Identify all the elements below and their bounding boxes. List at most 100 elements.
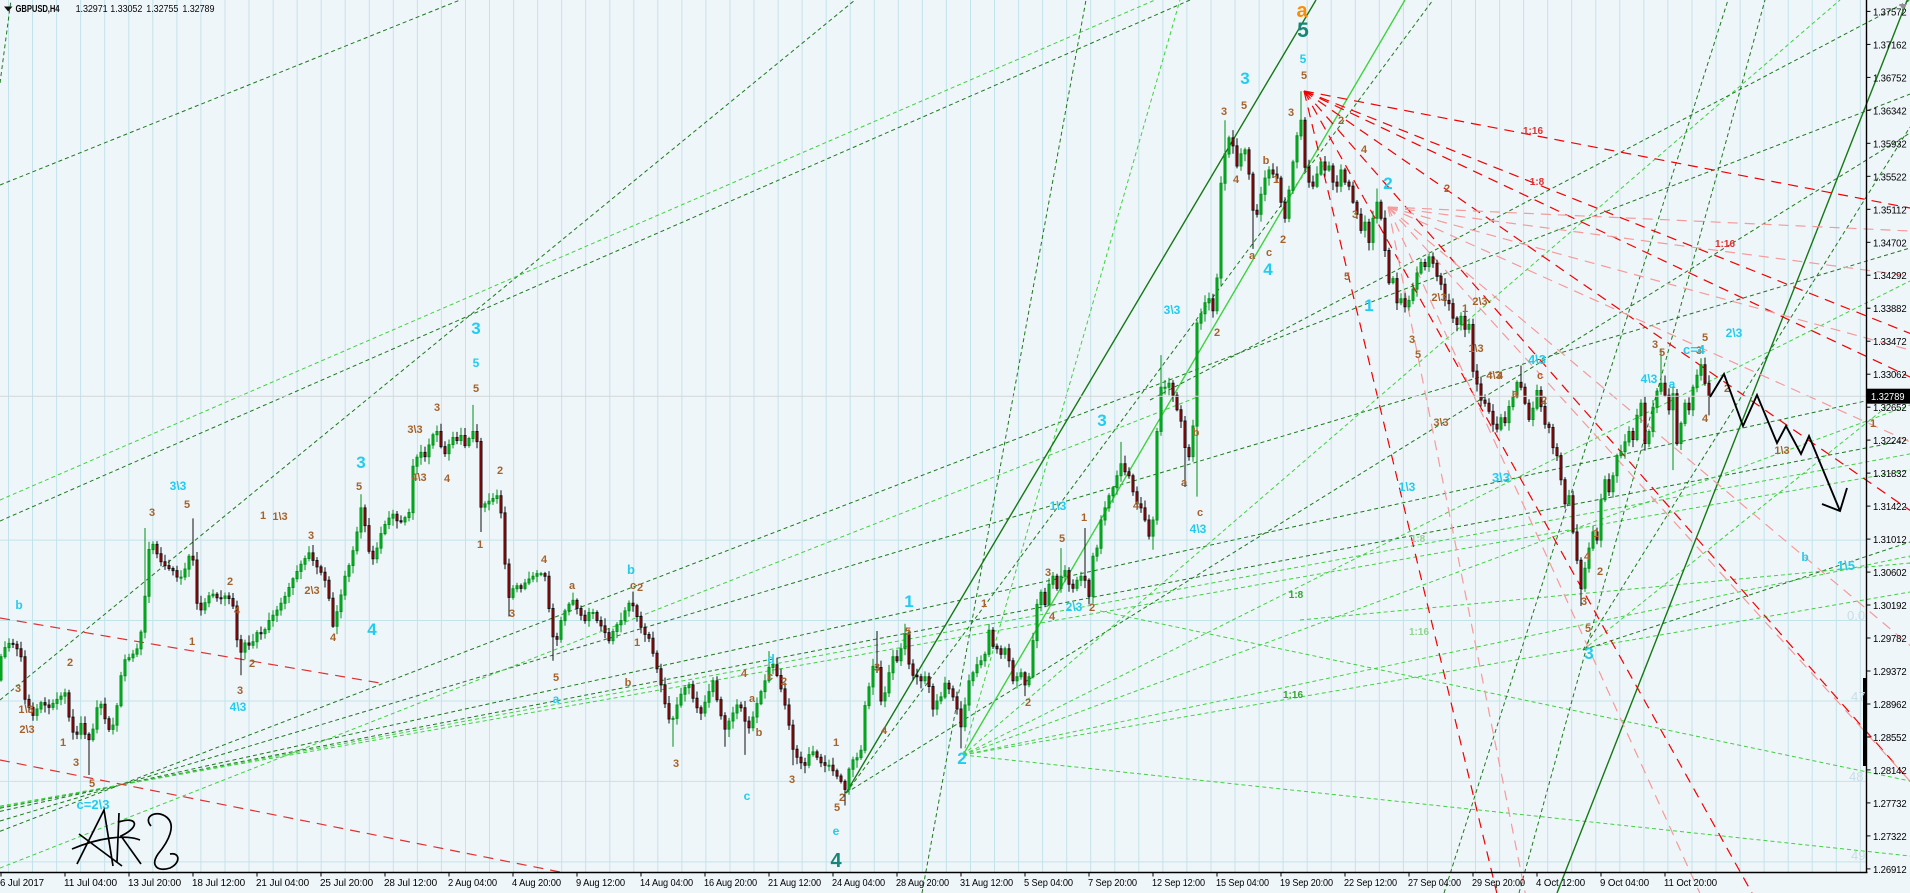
svg-text:4: 4 (1584, 551, 1591, 563)
svg-text:1.27322: 1.27322 (1873, 832, 1907, 843)
svg-text:27 Sep 04:00: 27 Sep 04:00 (1408, 878, 1461, 889)
svg-text:4: 4 (541, 554, 548, 566)
svg-text:1.34292: 1.34292 (1873, 271, 1907, 282)
svg-text:2 Aug 04:00: 2 Aug 04:00 (448, 878, 497, 889)
svg-text:1.30192: 1.30192 (1873, 601, 1907, 612)
svg-text:1\5: 1\5 (1837, 558, 1855, 573)
svg-text:49: 49 (1851, 848, 1865, 863)
svg-text:2: 2 (839, 792, 845, 804)
svg-text:1:8: 1:8 (1411, 534, 1426, 545)
svg-text:a: a (1669, 377, 1676, 391)
svg-text:1: 1 (1273, 174, 1279, 186)
svg-text:15 Sep 04:00: 15 Sep 04:00 (1216, 878, 1269, 889)
svg-text:1: 1 (1081, 512, 1087, 524)
svg-text:1.31832: 1.31832 (1873, 469, 1907, 480)
svg-text:GBPUSD,H4: GBPUSD,H4 (16, 4, 60, 15)
svg-text:2: 2 (1444, 183, 1450, 195)
svg-text:5: 5 (1415, 349, 1421, 361)
svg-text:1\3: 1\3 (1468, 343, 1483, 355)
svg-text:5: 5 (834, 802, 840, 814)
svg-text:1:16: 1:16 (1283, 690, 1303, 701)
svg-text:3\3: 3\3 (1492, 470, 1510, 485)
svg-text:2: 2 (1025, 697, 1031, 709)
svg-text:3: 3 (471, 319, 480, 338)
svg-text:2: 2 (1089, 602, 1095, 614)
svg-text:1.32242: 1.32242 (1873, 436, 1907, 447)
svg-text:4: 4 (1497, 370, 1504, 382)
svg-text:3: 3 (237, 685, 243, 697)
svg-text:5: 5 (905, 626, 911, 638)
svg-text:1.33882: 1.33882 (1873, 304, 1907, 315)
svg-text:2: 2 (1383, 174, 1392, 193)
svg-text:18 Jul 12:00: 18 Jul 12:00 (192, 878, 245, 889)
svg-text:1.28142: 1.28142 (1873, 766, 1907, 777)
svg-text:4 Oct 12:00: 4 Oct 12:00 (1536, 878, 1585, 889)
svg-text:4: 4 (1263, 260, 1273, 279)
svg-text:5: 5 (1585, 623, 1591, 635)
svg-text:3: 3 (1409, 334, 1415, 346)
svg-text:a: a (553, 692, 560, 706)
svg-text:1.29782: 1.29782 (1873, 634, 1907, 645)
svg-text:2: 2 (1541, 395, 1547, 407)
svg-text:1: 1 (981, 598, 987, 610)
svg-text:3: 3 (1288, 107, 1294, 119)
svg-text:19 Sep 20:00: 19 Sep 20:00 (1280, 878, 1333, 889)
svg-text:5: 5 (1344, 271, 1350, 283)
svg-text:2: 2 (497, 465, 503, 477)
svg-text:5 Sep 04:00: 5 Sep 04:00 (1024, 878, 1073, 889)
svg-text:b: b (625, 677, 632, 689)
svg-text:5: 5 (1059, 533, 1065, 545)
svg-text:1: 1 (1870, 418, 1876, 430)
svg-text:1\3: 1\3 (1399, 480, 1416, 494)
svg-text:1.32652: 1.32652 (1873, 403, 1907, 414)
svg-text:2: 2 (1597, 566, 1603, 578)
svg-text:2: 2 (67, 657, 73, 669)
svg-text:a: a (1512, 388, 1519, 400)
svg-text:5: 5 (1300, 52, 1307, 66)
svg-text:3: 3 (73, 757, 79, 769)
svg-text:4: 4 (234, 605, 241, 617)
svg-text:4: 4 (1361, 144, 1368, 156)
svg-text:13 Jul 20:00: 13 Jul 20:00 (128, 878, 181, 889)
svg-text:1.35522: 1.35522 (1873, 172, 1907, 183)
svg-text:3: 3 (1696, 345, 1702, 357)
svg-text:3: 3 (308, 530, 314, 542)
svg-text:3: 3 (1652, 339, 1658, 351)
svg-text:c: c (1266, 247, 1272, 259)
svg-text:c: c (1197, 507, 1203, 519)
svg-text:5: 5 (89, 778, 95, 790)
svg-text:3: 3 (789, 774, 795, 786)
svg-text:31 Aug 12:00: 31 Aug 12:00 (960, 878, 1013, 889)
svg-text:1: 1 (60, 737, 66, 749)
svg-text:1.37162: 1.37162 (1873, 40, 1907, 51)
svg-text:b: b (1193, 427, 1200, 439)
svg-text:3\3: 3\3 (170, 479, 187, 493)
svg-text:1:16: 1:16 (1523, 126, 1543, 137)
svg-text:4: 4 (444, 473, 451, 485)
svg-text:11 Jul 04:00: 11 Jul 04:00 (64, 878, 117, 889)
svg-text:1.36752: 1.36752 (1873, 73, 1907, 84)
svg-text:c: c (630, 580, 636, 592)
svg-text:2\3: 2\3 (1472, 296, 1487, 308)
svg-text:11 Oct 20:00: 11 Oct 20:00 (1664, 878, 1717, 889)
svg-text:28 Aug 20:00: 28 Aug 20:00 (896, 878, 949, 889)
svg-text:1:8: 1:8 (1530, 177, 1545, 188)
svg-text:b: b (627, 562, 635, 577)
svg-text:9 Aug 12:00: 9 Aug 12:00 (576, 878, 625, 889)
svg-text:2: 2 (249, 658, 255, 670)
svg-text:4\3: 4\3 (230, 700, 247, 714)
svg-text:1.32789: 1.32789 (182, 4, 214, 15)
svg-text:16 Aug 20:00: 16 Aug 20:00 (704, 878, 757, 889)
svg-text:3: 3 (1097, 411, 1106, 430)
svg-text:1.33052: 1.33052 (110, 4, 142, 15)
svg-text:3: 3 (509, 608, 515, 620)
svg-text:2: 2 (227, 576, 233, 588)
svg-text:4: 4 (1133, 500, 1140, 512)
svg-text:2\3: 2\3 (304, 585, 319, 597)
svg-text:6 Jul 2017: 6 Jul 2017 (0, 878, 44, 889)
svg-text:5: 5 (1297, 19, 1309, 42)
svg-text:21 Aug 12:00: 21 Aug 12:00 (768, 878, 821, 889)
svg-text:1.37572: 1.37572 (1873, 7, 1907, 18)
svg-text:1: 1 (833, 737, 839, 749)
svg-text:1.31422: 1.31422 (1873, 502, 1907, 513)
